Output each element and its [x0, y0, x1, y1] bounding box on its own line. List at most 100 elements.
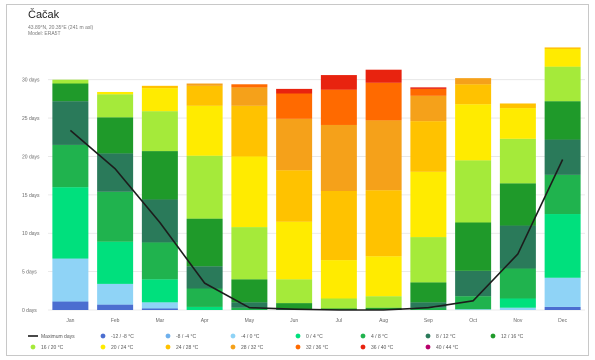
y-tick-label: 0 days — [22, 308, 37, 314]
bar-segment — [187, 106, 223, 156]
legend-label: 20 / 24 °C — [111, 345, 134, 351]
bar-segment — [231, 227, 267, 279]
bar-segment — [500, 139, 536, 184]
y-tick-label: 25 days — [22, 116, 40, 122]
legend-swatch — [361, 334, 366, 339]
x-tick-label: May — [245, 318, 255, 324]
x-tick-label: Apr — [201, 318, 209, 324]
bar-segment — [231, 84, 267, 87]
bar-segment — [97, 117, 133, 153]
bar-segment — [410, 89, 446, 96]
legend-swatch — [166, 334, 171, 339]
legend-label: -4 / 0 °C — [241, 334, 260, 340]
bar-segment — [97, 192, 133, 242]
legend-label: 24 / 28 °C — [176, 345, 199, 351]
legend-swatch — [101, 345, 106, 350]
bar-segment — [97, 242, 133, 284]
bar-segment — [52, 84, 88, 102]
bar-segment — [142, 308, 178, 310]
bar-segment — [545, 49, 581, 67]
legend-swatch — [296, 334, 301, 339]
bar-segment — [97, 92, 133, 94]
x-tick-label: Oct — [469, 318, 477, 324]
bar-segment — [187, 219, 223, 267]
bar-segment — [187, 156, 223, 219]
bar-segment — [142, 279, 178, 302]
bar-segment — [410, 172, 446, 237]
bar-segment — [231, 279, 267, 302]
legend-label: 28 / 32 °C — [241, 345, 264, 351]
bar-segment — [500, 103, 536, 108]
bar-segment — [500, 183, 536, 225]
bar-segment — [142, 199, 178, 242]
bar-segment — [545, 140, 581, 175]
legend-swatch — [31, 345, 36, 350]
bar-segment — [500, 226, 536, 269]
bar-segment — [142, 242, 178, 279]
legend-label: 0 / 4 °C — [306, 334, 323, 340]
bar-segment — [366, 296, 402, 308]
bar-segment — [545, 47, 581, 49]
bar-segment — [52, 80, 88, 84]
bar-segment — [410, 87, 446, 89]
legend-label: 40 / 44 °C — [436, 345, 459, 351]
bar-segment — [142, 111, 178, 151]
bar-segment — [366, 256, 402, 296]
bar-segment — [142, 151, 178, 199]
x-tick-label: Mar — [156, 318, 165, 324]
legend-label: 32 / 36 °C — [306, 345, 329, 351]
bar-segment — [455, 271, 491, 296]
bar-segment — [321, 90, 357, 125]
bar-segment — [142, 302, 178, 308]
x-tick-label: Dec — [558, 318, 567, 324]
y-tick-label: 5 days — [22, 270, 37, 276]
legend-swatch — [296, 345, 301, 350]
bar-segment — [455, 84, 491, 104]
bar-segment — [231, 106, 267, 157]
bar-segment — [52, 101, 88, 145]
bar-segment — [545, 175, 581, 214]
bar-segment — [231, 156, 267, 227]
bar-segment — [455, 222, 491, 270]
legend-swatch — [101, 334, 106, 339]
bar-segment — [545, 67, 581, 102]
bar-segment — [187, 84, 223, 86]
legend-label: 36 / 40 °C — [371, 345, 394, 351]
bar-segment — [276, 89, 312, 94]
bar-segment — [545, 278, 581, 307]
legend-swatch — [491, 334, 496, 339]
legend-label: Maximum days — [41, 334, 75, 340]
bar-segment — [97, 305, 133, 310]
x-tick-label: Jul — [336, 318, 342, 324]
bar-segment — [52, 302, 88, 310]
bar-segment — [366, 120, 402, 190]
bar-segment — [321, 125, 357, 191]
x-tick-label: Jan — [66, 318, 74, 324]
bar-segment — [455, 160, 491, 222]
legend-swatch — [361, 345, 366, 350]
bar-segment — [545, 101, 581, 139]
legend-swatch — [166, 345, 171, 350]
legend-label: -8 / -4 °C — [176, 334, 196, 340]
bar-segment — [455, 78, 491, 84]
bar-segment — [500, 298, 536, 307]
legend-label: 4 / 8 °C — [371, 334, 388, 340]
y-tick-label: 10 days — [22, 231, 40, 237]
bar-segment — [97, 153, 133, 191]
legend-label: 8 / 12 °C — [436, 334, 456, 340]
bar-segment — [276, 93, 312, 118]
x-tick-label: Sep — [424, 318, 433, 324]
bar-segment — [276, 279, 312, 303]
bar-segment — [187, 289, 223, 307]
legend-label: -12 / -8 °C — [111, 334, 134, 340]
bar-segment — [321, 298, 357, 308]
bar-segment — [410, 237, 446, 282]
bar-segment — [545, 307, 581, 310]
legend-swatch — [426, 334, 431, 339]
bar-segment — [52, 187, 88, 258]
bar-segment — [142, 88, 178, 111]
x-tick-label: Nov — [513, 318, 522, 324]
y-tick-label: 30 days — [22, 78, 40, 84]
bar-segment — [187, 86, 223, 106]
